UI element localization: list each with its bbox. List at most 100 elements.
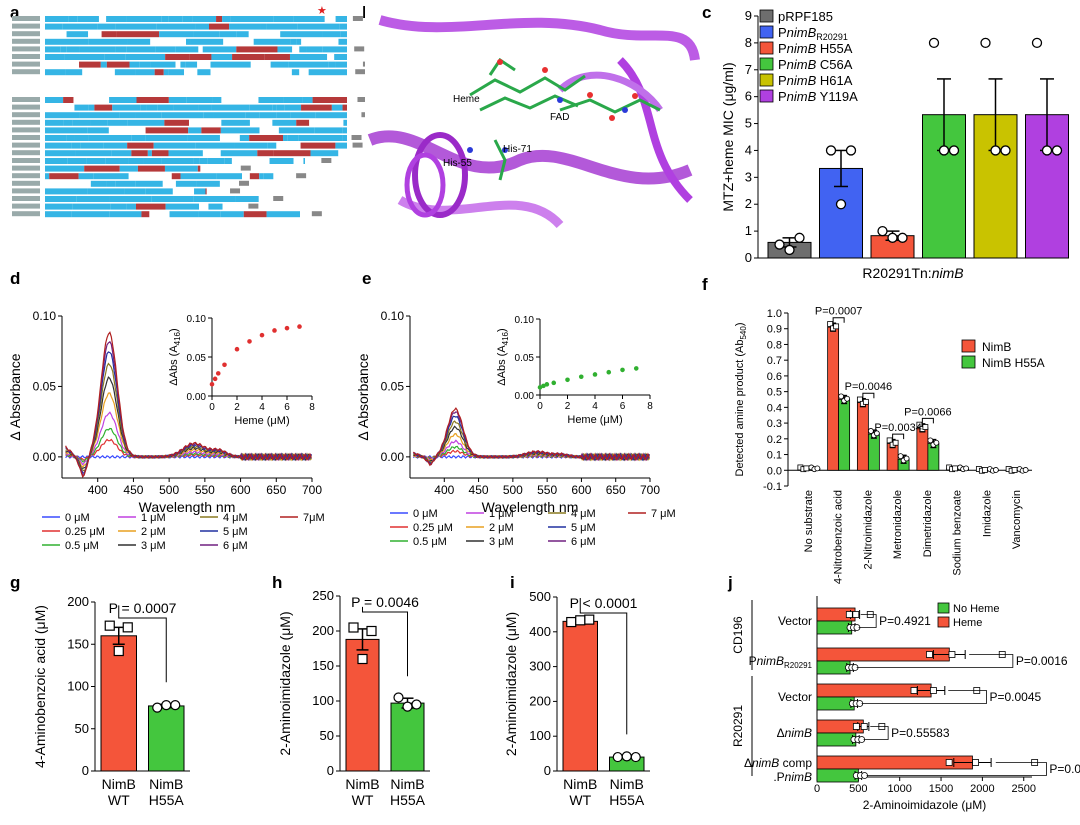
h-bar xyxy=(390,702,425,772)
j-x-tick-label: 2000 xyxy=(970,783,994,795)
alignment-block xyxy=(221,119,250,126)
alignment-block xyxy=(100,61,107,68)
alignment-block xyxy=(238,23,261,30)
alignment-block xyxy=(249,119,273,126)
f-category-label: Metronidazole xyxy=(892,490,904,559)
alignment-block xyxy=(277,46,293,53)
alignment-block xyxy=(175,46,199,53)
chart-g: 0 50 100 150 200 4-Aminobenzoic acid (μM) NimB… xyxy=(32,594,190,808)
alignment-block xyxy=(253,38,291,45)
j-x-tick-label: 1000 xyxy=(887,783,911,795)
chart-f: -0.1 0.0 0.1 0.2 0.3 0.4 0.5 0.6 0.7 0.8 0.9 1.0 Det… xyxy=(734,306,1045,584)
alignment-block xyxy=(45,203,73,210)
alignment-block xyxy=(266,23,298,30)
f-y-tick-label: 0.9 xyxy=(767,324,782,336)
g-category-label-line1: NimB xyxy=(102,776,136,792)
e-y-tick-label: 0.00 xyxy=(381,450,405,464)
h-category-label-line2: H55A xyxy=(390,792,426,808)
alignment-block xyxy=(94,104,113,111)
alignment-block xyxy=(45,119,64,126)
alignment-block xyxy=(71,211,110,218)
g-category-label-line1: NimB xyxy=(149,776,183,792)
alignment-block xyxy=(140,104,147,111)
alignment-block xyxy=(79,46,116,53)
c-legend-label: PnimB H61A xyxy=(778,73,853,88)
alignment-block xyxy=(45,173,50,180)
alignment-block xyxy=(338,38,347,45)
alignment-block xyxy=(220,150,258,157)
d-xlabel: Wavelength nm xyxy=(139,499,236,515)
alignment-block xyxy=(339,23,347,30)
f-pvalue-bracket xyxy=(862,392,875,399)
alignment-row-name xyxy=(12,211,40,217)
alignment-block xyxy=(119,165,138,172)
f-category-label: Dimetridazole xyxy=(922,490,934,557)
i-category-label-line1: NimB xyxy=(610,776,644,792)
d-legend-label: 0.25 μM xyxy=(65,526,105,538)
alignment-block xyxy=(68,16,78,22)
c-legend-label: pRPF185 xyxy=(778,9,833,24)
alignment-block xyxy=(151,196,194,202)
alignment-block xyxy=(156,23,196,30)
e-inset-point xyxy=(544,382,550,387)
alignment-block xyxy=(284,104,302,111)
j-pvalue-bracket xyxy=(863,726,889,740)
c-legend-rest: H55A xyxy=(816,41,852,56)
alignment-block xyxy=(93,173,129,180)
d-inset-ylabel: ΔAbs (A416) xyxy=(168,328,182,385)
alignment-block xyxy=(172,188,195,195)
alignment-block xyxy=(45,150,76,157)
j-pvalue-bracket xyxy=(866,762,1047,776)
f-point xyxy=(838,393,845,400)
alignment-block xyxy=(109,196,152,202)
e-inset-ylabel-close: ) xyxy=(496,328,508,332)
alignment-block xyxy=(322,31,341,38)
alignment-block xyxy=(127,38,151,45)
j-row-label-italic: nimB xyxy=(757,654,784,668)
alignment-block xyxy=(45,211,72,218)
alignment-block xyxy=(222,16,231,22)
alignment-block xyxy=(49,173,79,180)
e-inset-point xyxy=(551,380,557,386)
i-point xyxy=(630,751,641,763)
alignment-row-index xyxy=(239,180,250,186)
e-inset-y-tick-label: 0.05 xyxy=(515,353,535,364)
g-y-tick-label: 200 xyxy=(67,594,89,609)
alignment-block xyxy=(194,188,206,195)
alignment-row-index xyxy=(230,188,241,194)
c-xlabel: R20291Tn:nimB xyxy=(862,265,963,281)
alignment-block xyxy=(168,150,203,157)
j-point xyxy=(845,611,853,618)
alignment-row-name xyxy=(12,69,40,75)
alignment-block xyxy=(210,69,251,76)
c-xlabel-italic: nimB xyxy=(932,265,964,281)
d-inset-point xyxy=(247,339,252,344)
f-y-tick-label: 0.5 xyxy=(767,387,782,399)
alignment-row-name xyxy=(12,196,40,201)
i-y-tick-label: 200 xyxy=(529,693,551,708)
panel-label-c: c xyxy=(702,3,711,22)
alignment-block xyxy=(131,150,148,157)
f-y-tick-label: 0.0 xyxy=(767,465,782,477)
f-ylabel-sub: 540 xyxy=(739,326,748,340)
panel-label-f: f xyxy=(702,275,708,294)
alignment-block xyxy=(199,203,209,210)
alignment-block xyxy=(45,97,64,103)
alignment-block xyxy=(306,46,323,53)
alignment-block xyxy=(71,142,81,149)
f-point xyxy=(903,455,910,462)
d-inset-point xyxy=(297,324,302,329)
f-point xyxy=(856,396,863,403)
j-point xyxy=(852,723,860,730)
d-x-tick-label: 550 xyxy=(195,483,215,497)
alignment-block xyxy=(139,61,151,68)
e-legend-label: 4 μM xyxy=(571,508,596,520)
alignment-block xyxy=(114,69,136,76)
alignment-block xyxy=(250,69,292,76)
j-pvalue-text: P=0.0168 xyxy=(1049,762,1080,776)
alignment-block xyxy=(175,61,181,68)
c-point xyxy=(835,199,847,210)
g-point xyxy=(113,645,124,657)
g-bar xyxy=(148,705,185,772)
alignment-block xyxy=(301,104,332,111)
